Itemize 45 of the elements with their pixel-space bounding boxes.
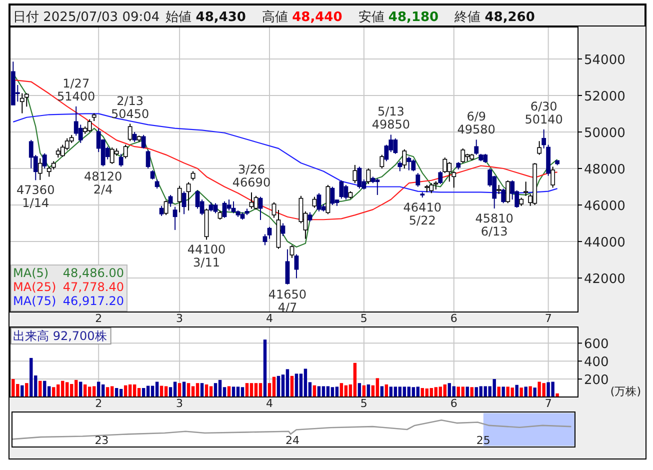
xtick: 24	[286, 434, 300, 447]
annotation: 6/30 50140	[524, 99, 563, 126]
ytick: 44000	[584, 236, 626, 251]
annotation: 46410 5/22	[403, 200, 442, 228]
ytick: 54000	[584, 52, 626, 68]
xtick: 5	[360, 397, 368, 410]
title: 出来高 92,700株	[13, 329, 107, 343]
xtick: 2	[95, 397, 102, 410]
xtick: 6	[450, 397, 458, 410]
annotation: 3/26 46690	[232, 162, 271, 190]
legend: MA(5) 48,486.00 MA(25) 47,778.40 MA(75) 46,917.20	[10, 264, 128, 312]
ytick: 200	[584, 373, 609, 388]
xtick: 23	[94, 434, 109, 447]
annotation: 2/13 50450	[110, 94, 150, 121]
xtick: 2	[95, 312, 102, 325]
xtick: 7	[544, 397, 552, 410]
ytick: 400	[584, 355, 609, 370]
annotation: 始値 48,430	[166, 10, 246, 25]
xtick: 3	[176, 397, 184, 410]
annotation: 47360 1/14	[16, 183, 55, 210]
xtick: 6	[450, 312, 458, 325]
ytick: 46000	[584, 199, 626, 214]
annotation: 41650 4/7	[268, 287, 307, 314]
annotation: 終値 48,260	[454, 10, 535, 25]
annotation: 5/13 49850	[372, 104, 410, 132]
ytick: 52000	[584, 89, 626, 104]
annotation: 48120 2/4	[84, 169, 122, 196]
ytick: 48000	[584, 162, 626, 178]
xtick: 3	[176, 312, 184, 325]
xtick: 7	[544, 312, 552, 325]
ytick: 42000	[584, 272, 626, 288]
ytick: 50000	[584, 126, 626, 141]
annotation: 安値 48,180	[358, 10, 439, 25]
annotation: 44100 3/11	[187, 242, 226, 270]
ylabel: (万株)	[610, 385, 641, 398]
ytick: 600	[584, 337, 609, 352]
annotation: 1/27 51400	[57, 76, 96, 104]
xtick: 4	[266, 312, 273, 325]
title: 日付 2025/07/03 09:04	[13, 10, 160, 25]
annotation: 6/9 49580	[457, 110, 496, 137]
xtick: 25	[476, 434, 490, 447]
xtick: 4	[266, 397, 273, 410]
xtick: 5	[360, 312, 368, 325]
annotation: 高値 48,440	[262, 10, 342, 25]
annotation: 45810 6/13	[475, 211, 514, 238]
